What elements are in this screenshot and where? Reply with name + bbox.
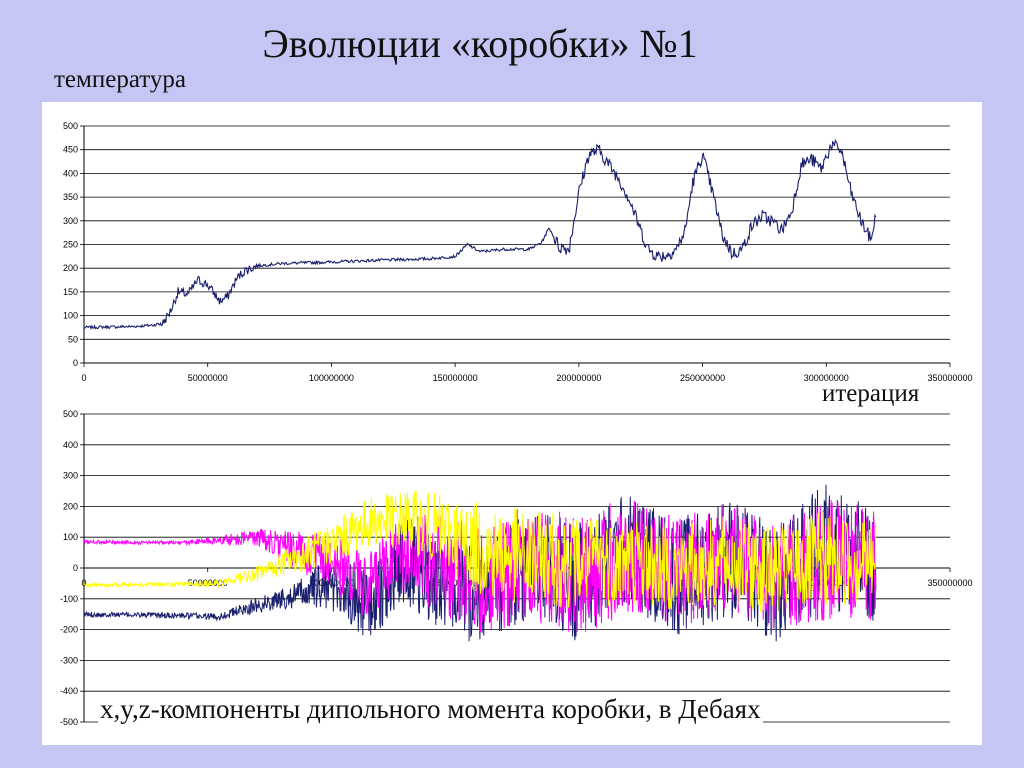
y-tick-label: 200: [63, 263, 78, 273]
x-tick-label: 150000000: [433, 373, 478, 383]
y-tick-label: -500: [60, 717, 78, 727]
y-tick-label: -100: [60, 594, 78, 604]
y-tick-label: -300: [60, 655, 78, 665]
x-tick-label: 0: [81, 373, 86, 383]
temperature-axis-label: температура: [54, 66, 186, 93]
y-tick-label: 300: [63, 471, 78, 481]
x-tick-label: 0: [81, 578, 86, 588]
y-tick-label: 100: [63, 311, 78, 321]
y-tick-label: 500: [63, 409, 78, 419]
y-tick-label: 400: [63, 440, 78, 450]
y-tick-label: 0: [73, 358, 78, 368]
dipole-z-series-line: [83, 490, 877, 613]
y-tick-label: 250: [63, 240, 78, 250]
y-tick-label: -200: [60, 625, 78, 635]
x-tick-label: 250000000: [680, 373, 725, 383]
y-tick-label: 300: [63, 216, 78, 226]
chart-panel: [42, 102, 982, 392]
x-tick-label: 200000000: [556, 373, 601, 383]
y-tick-label: 200: [63, 501, 78, 511]
iteration-axis-label: итерация: [822, 380, 920, 407]
temperature-series-line: [83, 138, 877, 331]
x-tick-label: 100000000: [309, 373, 354, 383]
x-tick-label: 50000000: [188, 373, 228, 383]
temperature-chart: 0 50 100 150 200 250 300 350 400 450 500 0 50000000 1…: [42, 102, 982, 392]
x-tick-label: 300000000: [804, 373, 849, 383]
y-tick-label: -400: [60, 686, 78, 696]
y-tick-label: 350: [63, 192, 78, 202]
y-tick-label: 500: [63, 121, 78, 131]
y-tick-label: 450: [63, 145, 78, 155]
dipole-y-series-line: [83, 499, 877, 633]
y-tick-label: 400: [63, 168, 78, 178]
dipole-chart-caption: x,y,z-компоненты дипольного момента коро…: [98, 694, 763, 725]
y-tick-label: 50: [68, 334, 78, 344]
y-tick-label: 100: [63, 532, 78, 542]
x-tick-label: 150000000: [433, 578, 478, 588]
x-tick-label: 350000000: [927, 373, 972, 383]
slide-title: Эволюции «коробки» №1: [262, 21, 698, 66]
y-tick-label: 0: [73, 563, 78, 573]
x-tick-label: 350000000: [927, 578, 972, 588]
y-tick-label: 150: [63, 287, 78, 297]
